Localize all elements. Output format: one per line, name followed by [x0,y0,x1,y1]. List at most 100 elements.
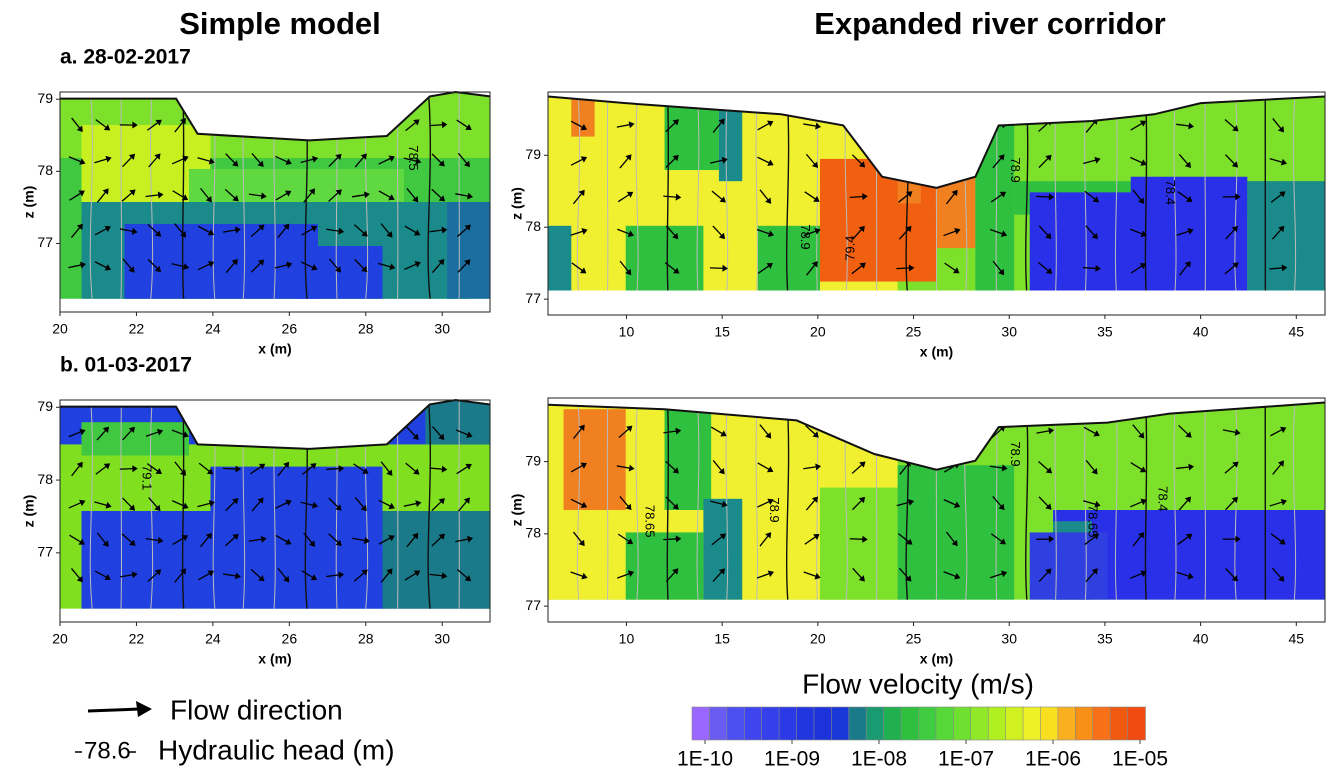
flow-arrowhead [283,126,289,132]
x-tick-label: 28 [358,631,374,647]
colorbar-segment [1058,707,1076,740]
x-tick-label: 30 [1001,324,1017,340]
legend: Flow direction 78.6 Hydraulic head (m) [75,694,395,765]
field-region [426,400,491,444]
colorbar-segment [1023,707,1041,740]
flow-arrow [896,268,910,269]
legend-arrow [88,709,140,711]
colorbar-segment [814,707,832,740]
x-tick-label: 25 [906,324,922,340]
x-tick-label: 35 [1097,324,1113,340]
x-tick-label: 25 [906,631,922,647]
x-axis-label: x (m) [920,651,953,667]
flow-arrowhead [954,156,960,162]
colorbar-segment [1040,707,1058,740]
y-axis-label: z (m) [509,494,525,527]
flow-arrow [354,122,366,130]
flow-arrowhead [335,427,341,433]
x-tick-label: 40 [1193,324,1209,340]
field-region [125,224,319,312]
flow-field [60,400,490,622]
y-tick-label: 78 [37,162,53,178]
column-title: Expanded river corridor [814,6,1165,41]
flow-arrowhead [952,425,958,431]
colorbar-tick-label: 1E-05 [1112,748,1168,771]
flow-arrow [200,427,210,438]
colorbar-tick-label: 1E-10 [677,748,733,771]
x-tick-label: 30 [434,321,450,337]
flow-arrowhead [908,159,914,166]
legend-label: Flow direction [170,694,343,725]
contour-label: 79.1 [140,465,155,490]
contour-label: 78.65 [643,505,658,538]
flow-arrow [898,429,911,436]
flow-arrowhead [206,434,212,440]
flow-arrow [353,431,366,436]
flow-arrow [944,159,957,165]
field-region [1030,532,1108,622]
flow-arrowhead [309,427,315,433]
y-tick-label: 79 [525,452,541,468]
y-tick-label: 77 [37,234,53,250]
x-tick-label: 35 [1097,631,1113,647]
flow-arrow [223,468,237,469]
x-tick-label: 40 [1193,631,1209,647]
field-region [937,159,976,248]
flow-field [548,92,1325,315]
colorbar-title: Flow velocity (m/s) [802,668,1034,699]
panel-title: b. 01-03-2017 [60,354,192,377]
x-axis-label: x (m) [258,651,291,667]
contour-label: 78.9 [767,497,782,522]
x-tick-label: 26 [282,321,298,337]
flow-arrowhead [235,121,241,128]
flow-arrowhead [310,124,316,130]
flow-arrow [900,118,909,129]
field-region [548,226,571,315]
x-tick-label: 28 [358,321,374,337]
colorbar-segment [901,707,919,740]
flow-arrow [946,427,955,438]
y-axis-label: z (m) [509,187,525,220]
flow-arrowhead [905,126,911,132]
flow-arrow [378,430,392,435]
flow-field [548,398,1325,622]
flow-arrow [850,539,864,540]
colorbar-segment [936,707,954,740]
legend-label: Hydraulic head (m) [158,734,395,765]
flow-arrow [199,122,210,131]
x-tick-label: 10 [619,324,635,340]
colorbar-segment [884,707,902,740]
flow-arrow [302,119,313,128]
flow-arrowhead [339,122,345,129]
flow-arrowhead [362,120,368,126]
y-tick-label: 77 [37,544,53,560]
x-tick-label: 20 [810,631,826,647]
flow-arrowhead [907,427,913,433]
flow-arrow [1036,196,1050,197]
flow-arrow [226,427,236,438]
x-tick-label: 22 [129,631,145,647]
y-axis-label: z (m) [21,186,37,219]
colorbar-segment [1110,707,1128,740]
flow-arrowhead [386,118,392,124]
panel-title: a. 28-02-2017 [60,46,191,69]
flow-arrow [897,159,911,162]
flow-arrow [381,121,390,132]
y-tick-label: 78 [37,471,53,487]
flow-arrowhead [859,125,865,131]
field-region [626,226,704,315]
field-region [297,246,383,312]
colorbar-segment [692,707,710,740]
x-tick-label: 15 [714,631,730,647]
colorbar-segment [831,707,849,740]
flow-arrowhead [232,434,238,440]
x-tick-label: 20 [52,321,68,337]
y-axis-label: z (m) [21,495,37,528]
flow-arrowhead [207,120,213,126]
contour-label: 78.9 [1008,441,1023,466]
field-region [665,398,712,510]
flow-arrow [250,120,262,128]
y-tick-label: 79 [37,398,53,414]
field-region [564,409,626,510]
